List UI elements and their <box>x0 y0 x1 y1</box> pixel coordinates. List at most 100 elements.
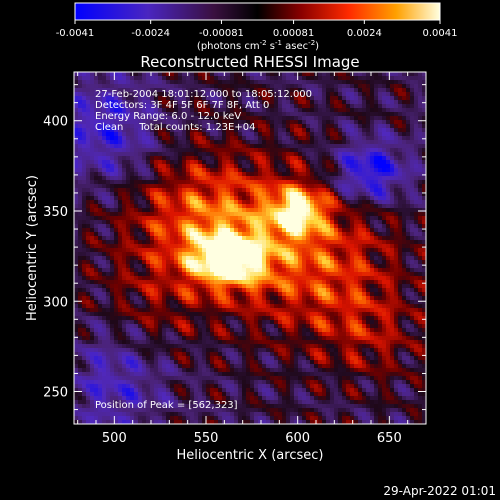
heatmap-cell <box>226 160 231 165</box>
heatmap-cell <box>370 160 375 165</box>
heatmap-cell <box>142 168 147 173</box>
heatmap-cell <box>118 156 123 161</box>
heatmap-cell <box>222 264 227 269</box>
heatmap-cell <box>330 268 335 273</box>
heatmap-cell <box>146 244 151 249</box>
heatmap-cell <box>214 148 219 153</box>
heatmap-cell <box>158 116 163 121</box>
heatmap-cell <box>354 156 359 161</box>
heatmap-cell <box>194 264 199 269</box>
heatmap-cell <box>182 196 187 201</box>
heatmap-cell <box>74 104 79 109</box>
heatmap-cell <box>218 200 223 205</box>
heatmap-cell <box>130 156 135 161</box>
heatmap-cell <box>114 140 119 145</box>
heatmap-cell <box>98 192 103 197</box>
heatmap-cell <box>238 184 243 189</box>
heatmap-cell <box>350 156 355 161</box>
heatmap-cell <box>82 224 87 229</box>
heatmap-cell <box>90 72 95 77</box>
heatmap-cell <box>134 100 139 105</box>
heatmap-cell <box>206 276 211 281</box>
heatmap-cell <box>78 280 83 285</box>
heatmap-cell <box>402 80 407 85</box>
heatmap-cell <box>106 72 111 77</box>
heatmap-cell <box>154 292 159 297</box>
heatmap-cell <box>386 92 391 97</box>
heatmap-cell <box>262 108 267 113</box>
heatmap-cell <box>254 100 259 105</box>
heatmap-cell <box>206 84 211 89</box>
heatmap-cell <box>322 128 327 133</box>
heatmap-cell <box>170 224 175 229</box>
heatmap-cell <box>138 136 143 141</box>
heatmap-cell <box>238 284 243 289</box>
heatmap-cell <box>386 260 391 265</box>
heatmap-cell <box>102 108 107 113</box>
heatmap-cell <box>122 116 127 121</box>
heatmap-cell <box>206 252 211 257</box>
heatmap-cell <box>218 164 223 169</box>
heatmap-cell <box>90 180 95 185</box>
heatmap-cell <box>154 200 159 205</box>
heatmap-cell <box>422 284 426 289</box>
heatmap-cell <box>306 240 311 245</box>
heatmap-cell <box>262 248 267 253</box>
heatmap-cell <box>214 192 219 197</box>
heatmap-cell <box>214 216 219 221</box>
heatmap-cell <box>422 112 426 117</box>
heatmap-cell <box>294 200 299 205</box>
heatmap-cell <box>274 292 279 297</box>
heatmap-cell <box>374 264 379 269</box>
heatmap-cell <box>274 260 279 265</box>
heatmap-cell <box>346 192 351 197</box>
heatmap-cell <box>118 116 123 121</box>
heatmap-cell <box>422 84 426 89</box>
heatmap-cell <box>202 296 207 301</box>
heatmap-cell <box>86 168 91 173</box>
heatmap-cell <box>350 120 355 125</box>
heatmap-cell <box>250 156 255 161</box>
heatmap-cell <box>86 292 91 297</box>
heatmap-cell <box>86 128 91 133</box>
heatmap-cell <box>382 216 387 221</box>
heatmap-cell <box>206 284 211 289</box>
heatmap-cell <box>102 288 107 293</box>
heatmap-cell <box>210 296 215 301</box>
heatmap-cell <box>326 84 331 89</box>
heatmap-cell <box>298 188 303 193</box>
heatmap-cell <box>282 100 287 105</box>
heatmap-cell <box>314 100 319 105</box>
heatmap-cell <box>342 128 347 133</box>
heatmap-cell <box>294 152 299 157</box>
heatmap-cell <box>134 136 139 141</box>
heatmap-cell <box>398 208 403 213</box>
heatmap-cell <box>74 276 79 281</box>
heatmap-cell <box>270 128 275 133</box>
heatmap-cell <box>206 80 211 85</box>
heatmap-cell <box>194 160 199 165</box>
heatmap-cell <box>342 156 347 161</box>
heatmap-cell <box>234 144 239 149</box>
heatmap-cell <box>214 288 219 293</box>
heatmap-cell <box>218 224 223 229</box>
heatmap-cell <box>406 184 411 189</box>
heatmap-cell <box>410 264 415 269</box>
heatmap-cell <box>270 120 275 125</box>
heatmap-cell <box>254 144 259 149</box>
heatmap-cell <box>318 120 323 125</box>
heatmap-cell <box>122 224 127 229</box>
heatmap-cell <box>230 212 235 217</box>
heatmap-cell <box>242 248 247 253</box>
heatmap-cell <box>326 72 331 77</box>
heatmap-cell <box>394 260 399 265</box>
heatmap-cell <box>170 280 175 285</box>
heatmap-cell <box>94 168 99 173</box>
heatmap-cell <box>298 80 303 85</box>
heatmap-cell <box>250 152 255 157</box>
heatmap-cell <box>98 144 103 149</box>
heatmap-cell <box>190 156 195 161</box>
heatmap-cell <box>170 184 175 189</box>
heatmap-cell <box>306 252 311 257</box>
heatmap-cell <box>402 280 407 285</box>
